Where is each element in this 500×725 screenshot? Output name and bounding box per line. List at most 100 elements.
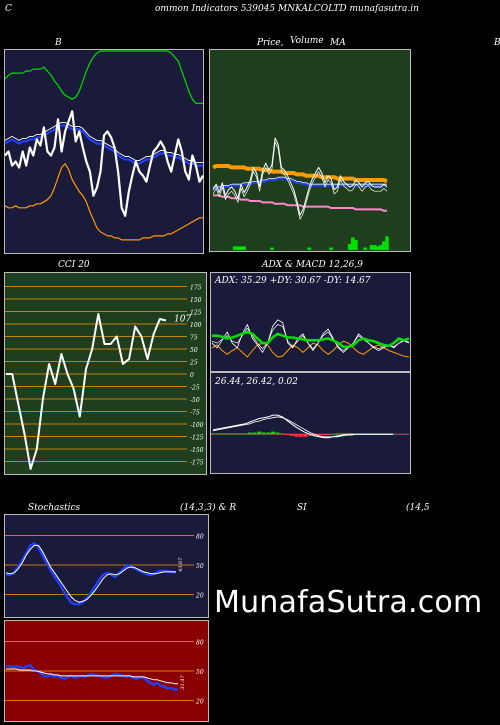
cci-tick-label: 150 [190,297,202,304]
volume-bar [369,245,374,250]
stoch-tick-label: 50 [196,563,204,570]
right-edge-label: B [494,38,500,48]
cci-tick-label: 100 [190,322,202,329]
stoch-params-label: (14,3,3) & R [180,503,237,513]
macd-histogram-bar [340,433,345,435]
cci-tick-label: -25 [190,385,200,392]
macd-histogram-bar [321,434,326,436]
cci-chart: 175 150 125 100 75 50 25 0 -25 -50 -75 -100 -125 -150… [4,272,207,475]
macd-line [212,414,393,439]
volume-bar [385,236,389,251]
volume-bar [372,245,377,250]
macd-histogram-bar [261,432,266,435]
volume-bar [354,240,358,250]
macd-histogram-bar [229,433,234,435]
bollinger-lower-line [4,162,203,241]
cci-tick-label: 25 [189,360,198,367]
rsi-params-label: (14,5 [406,503,430,513]
macd-histogram-bar [234,433,239,435]
rsi-last-label: 31.47 [180,674,186,689]
macd-histogram-bar [211,433,215,435]
price-ema-short-line [213,194,387,212]
macd-bg [210,372,411,474]
macd-histogram-bar [266,432,271,435]
rsi-tick-label: 50 [196,669,204,676]
price-sma-edge-line [213,176,387,188]
bollinger-upper-line [4,50,203,104]
stoch-d-line [5,544,176,603]
macd-histogram-bar [294,434,299,437]
macd-histogram-bar [331,434,335,435]
macd-histogram-bar [326,434,331,436]
stoch-last-label: 43.67 [178,557,184,573]
cci-tick-label: 125 [190,310,202,317]
watermark: MunafaSutra.com [214,585,483,620]
macd-histogram-bar [257,431,262,435]
macd-histogram-bar [220,433,225,435]
price-ema-long-line [212,164,388,184]
cci-tick-label: -100 [190,422,204,429]
stoch-k-line [6,542,176,606]
adx-chart: ADX: 35.29 +DY: 30.67 -DY: 14.67 [210,272,411,372]
bollinger-price-line [4,110,204,217]
ma-label: MA [330,38,346,48]
rsi-smooth-line [6,668,178,685]
price-ma-chart [209,49,411,252]
volume-bar [270,247,274,250]
macd-chart: 26.44, 26.42, 0.02 [210,372,411,474]
volume-bar [379,245,383,250]
macd-histogram-bar [335,433,340,435]
macd-histogram-bar [317,434,322,436]
volume-bar [236,246,240,251]
macd-histogram-bar [284,434,289,436]
volume-bar [239,246,243,251]
cci-tick-label: 75 [190,335,198,342]
price-label: Price, [257,38,284,48]
header-left-letter: C [5,4,12,14]
volume-bar [242,246,246,251]
cci-tick-label: 0 [190,372,194,379]
adx-title-label: ADX & MACD 12,26,9 [262,260,363,270]
macd-histogram-bar [289,434,294,436]
rsi-line [6,663,178,691]
price-line [212,137,388,216]
stoch-label: Stochastics [28,503,81,513]
bollinger-chart [4,49,204,254]
volume-bar [329,247,333,250]
macd-histogram-bar [243,433,248,435]
macd-histogram-bar [307,434,312,436]
cci-line [6,313,167,470]
price-shadow-line [212,141,388,220]
cci-tick-label: -50 [190,397,200,404]
cci-tick-label: 50 [190,347,198,354]
cci-last-label: 107 [174,315,191,325]
volume-bar [363,247,367,250]
cci-bg [4,272,207,475]
macd-histogram-bar [275,432,280,435]
cci-tick-label: -125 [190,435,204,442]
cci-tick-label: -150 [190,447,204,454]
stoch-tick-label: 20 [195,592,204,599]
rsi-tick-label: 80 [196,640,204,647]
volume-bar [375,246,380,251]
macd-histogram-bar [215,433,220,435]
macd-histogram-bar [224,433,229,435]
macd-histogram-bar [303,434,308,437]
price-ma-bg [209,49,411,252]
header-title: ommon Indicators 539045 MNKALCOLTD munaf… [155,4,419,14]
volume-bar [347,243,352,251]
cci-tick-label: -75 [190,410,200,417]
rsi-label: SI [297,503,307,513]
macd-histogram-bar [247,432,252,435]
macd-histogram-bar [280,433,285,435]
rsi-tick-label: 20 [195,698,204,705]
cci-label: CCI 20 [58,260,90,270]
adx-line [212,330,410,349]
volume-bar [307,247,312,250]
macd-values-label: 26.44, 26.42, 0.02 [214,377,298,387]
cci-tick-label: -175 [190,460,204,467]
adx-plus-di-line [211,319,410,353]
cci-tick-label: 175 [190,285,202,292]
stochastics-chart: 80 50 20 43.67 [4,514,209,618]
bollinger-bg [4,49,204,254]
